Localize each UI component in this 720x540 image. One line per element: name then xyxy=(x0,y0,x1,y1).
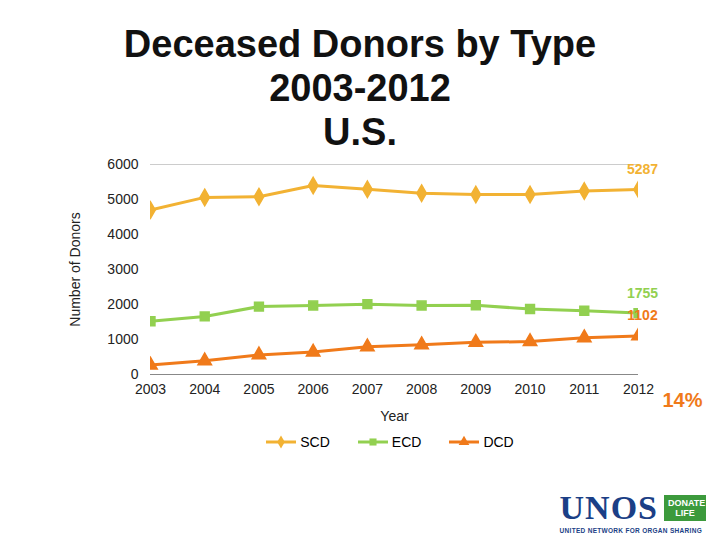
html-text:UNITED NETWORK FOR ORGAN SHARI: UNITED NETWORK FOR ORGAN SHARING xyxy=(559,527,702,534)
svg-text:Number of Donors: Number of Donors xyxy=(67,212,83,326)
svg-text:1102: 1102 xyxy=(627,307,658,323)
svg-text:2009: 2009 xyxy=(460,381,491,397)
svg-text:14%: 14% xyxy=(662,389,702,411)
svg-text:2003: 2003 xyxy=(135,381,166,397)
html-text:SCD: SCD xyxy=(300,434,330,450)
html-text:ECD: ECD xyxy=(391,434,422,450)
html-text:Deceased Donors by Type 2003-2: Deceased Donors by Type 2003-2012 U.S. xyxy=(123,23,597,153)
svg-text:2011: 2011 xyxy=(569,381,599,397)
svg-text:2012: 2012 xyxy=(623,381,654,397)
svg-text:6000: 6000 xyxy=(107,156,138,172)
svg-text:3000: 3000 xyxy=(107,261,138,277)
svg-text:2000: 2000 xyxy=(107,296,138,312)
svg-text:0: 0 xyxy=(131,366,139,382)
svg-text:1755: 1755 xyxy=(627,285,658,301)
html-text:DONATE LIFE: DONATE LIFE xyxy=(668,498,706,518)
svg-text:2005: 2005 xyxy=(243,381,274,397)
svg-text:2006: 2006 xyxy=(298,381,329,397)
svg-text:1000: 1000 xyxy=(107,331,138,347)
svg-text:5000: 5000 xyxy=(107,191,138,207)
html-text:DCD: DCD xyxy=(483,434,514,450)
svg-text:2007: 2007 xyxy=(352,381,383,397)
svg-text:5287: 5287 xyxy=(627,161,658,177)
svg-text:2004: 2004 xyxy=(189,381,220,397)
svg-text:4000: 4000 xyxy=(107,226,138,242)
svg-text:2008: 2008 xyxy=(406,381,437,397)
svg-text:Year: Year xyxy=(380,408,409,424)
svg-text:2010: 2010 xyxy=(514,381,545,397)
html-text:UNOS: UNOS xyxy=(559,489,658,526)
